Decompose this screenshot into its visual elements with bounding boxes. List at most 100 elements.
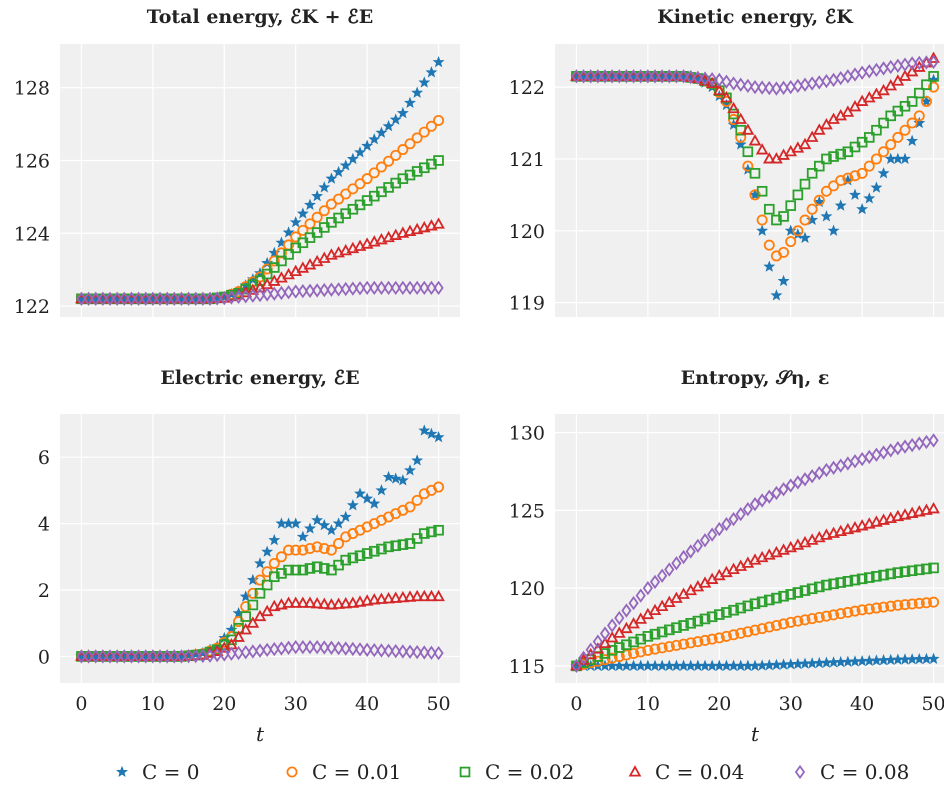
y-tick-label: 115 <box>509 656 545 678</box>
data-point <box>742 626 754 638</box>
data-point <box>913 110 925 122</box>
data-point <box>433 155 444 166</box>
data-point <box>871 124 882 136</box>
data-point <box>913 597 925 609</box>
data-point <box>885 139 897 151</box>
data-point <box>410 589 424 602</box>
data-point <box>806 613 818 625</box>
data-point <box>411 86 424 98</box>
data-point <box>311 211 323 223</box>
data-point <box>204 291 216 306</box>
data-point <box>848 520 862 533</box>
data-point <box>799 231 811 244</box>
data-point <box>362 280 373 296</box>
data-point <box>920 503 933 515</box>
data-point <box>742 146 754 158</box>
data-point <box>126 649 137 664</box>
data-point <box>247 599 259 611</box>
data-point <box>927 502 940 514</box>
data-point <box>599 626 611 641</box>
data-point <box>361 548 373 559</box>
data-point <box>268 557 280 569</box>
data-point <box>318 563 330 574</box>
data-point <box>240 601 252 613</box>
data-point <box>764 80 775 96</box>
data-point <box>425 427 438 439</box>
data-point <box>828 180 840 192</box>
data-point <box>290 231 302 243</box>
data-point <box>304 218 316 230</box>
data-point <box>913 87 925 99</box>
data-point <box>382 120 395 132</box>
data-point <box>389 113 402 125</box>
data-point <box>871 571 882 582</box>
data-point <box>785 589 797 600</box>
data-point <box>685 69 696 85</box>
data-point <box>104 291 116 306</box>
data-point <box>282 596 295 608</box>
y-tick-label: 124 <box>14 223 50 245</box>
data-point <box>806 203 818 215</box>
data-point <box>835 148 847 160</box>
data-point <box>318 205 330 217</box>
data-point <box>906 565 918 577</box>
data-point <box>885 568 897 580</box>
y-tick-label: 130 <box>509 423 545 445</box>
data-point <box>813 194 825 206</box>
data-point <box>927 652 940 664</box>
data-point <box>412 280 423 296</box>
data-point <box>699 71 711 86</box>
data-point <box>628 595 639 611</box>
data-point <box>763 260 776 272</box>
data-point <box>685 617 697 629</box>
data-point <box>432 431 445 443</box>
data-point <box>382 230 395 243</box>
data-point <box>83 291 94 306</box>
data-point <box>749 598 761 609</box>
data-point <box>232 630 245 642</box>
data-point <box>834 524 848 537</box>
data-point <box>247 644 258 659</box>
data-point <box>418 424 431 436</box>
y-tick-label: 128 <box>14 78 50 100</box>
data-point <box>878 569 889 581</box>
legend-label: C = 0.01 <box>312 760 401 784</box>
data-point <box>290 544 302 556</box>
data-point <box>735 627 747 639</box>
data-point <box>742 78 753 94</box>
data-point <box>584 647 598 660</box>
data-point <box>778 590 789 602</box>
data-point <box>183 649 194 664</box>
data-point <box>289 216 302 228</box>
data-point <box>870 515 883 527</box>
data-point <box>863 160 875 172</box>
data-point <box>591 642 605 654</box>
data-point <box>333 538 345 550</box>
data-point <box>112 649 123 664</box>
data-point <box>247 288 258 303</box>
data-point <box>735 77 746 92</box>
data-point <box>827 224 840 236</box>
data-point <box>928 81 940 93</box>
data-point <box>785 236 797 248</box>
data-point <box>734 138 747 150</box>
data-point <box>297 639 308 655</box>
data-point <box>813 611 825 623</box>
data-point <box>870 153 882 165</box>
data-point <box>339 597 353 609</box>
data-point <box>835 577 847 588</box>
data-point <box>749 497 761 512</box>
data-point <box>353 595 367 607</box>
data-point <box>713 609 725 620</box>
data-point <box>290 639 301 655</box>
data-point <box>376 643 387 658</box>
data-point <box>240 289 251 304</box>
data-point <box>296 596 310 608</box>
data-point <box>354 642 366 657</box>
y-tick-label: 0 <box>38 646 50 668</box>
data-point <box>275 551 287 563</box>
data-point <box>319 640 330 655</box>
data-point <box>778 482 789 497</box>
data-point <box>635 633 647 645</box>
data-point <box>411 454 424 466</box>
